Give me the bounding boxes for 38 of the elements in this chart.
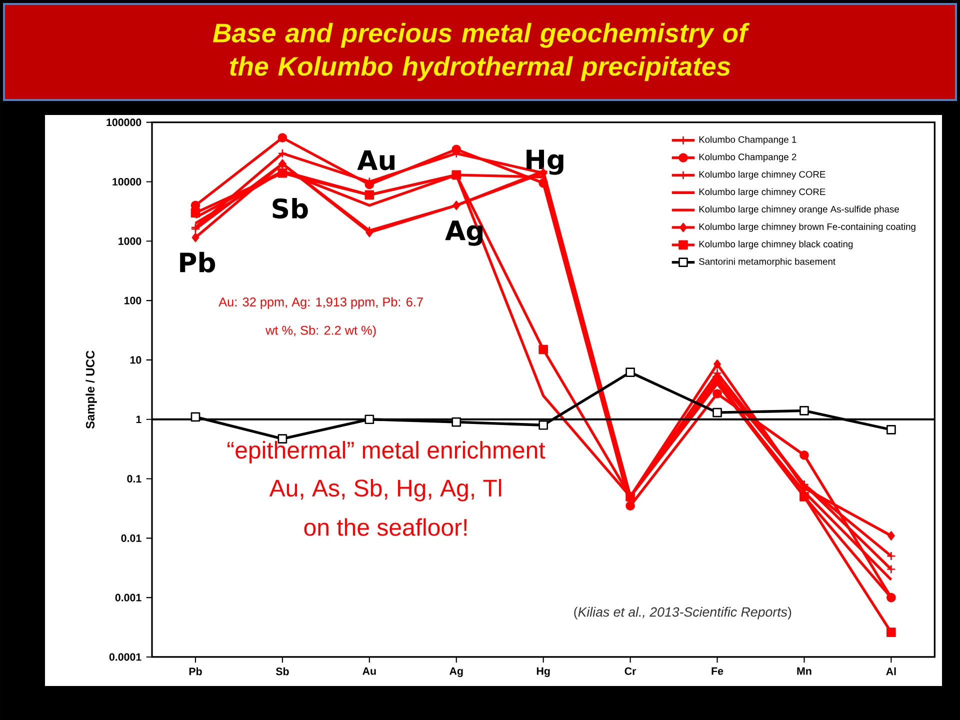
x-tick-label: Pb (189, 667, 202, 676)
x-tick-label: Fe (712, 667, 724, 675)
legend-label: Santorini metamorphic basement (699, 258, 836, 267)
legend-label: Kolumbo large chimney orange As-sulfide phase (699, 206, 899, 214)
annotation: Au (357, 150, 394, 170)
annotation: Pb (180, 252, 216, 273)
x-tick-label: Hg (536, 667, 550, 677)
y-tick-label: 1 (136, 416, 142, 424)
y-tick-label: 0.1 (127, 474, 142, 483)
y-tick-label: 1000 (118, 237, 142, 245)
annotation: “epithermal” metal enrichment (228, 441, 546, 464)
y-tick-label: 100 (124, 296, 142, 304)
annotation: (Kilias et al., 2013-Scientific Reports) (574, 606, 792, 620)
x-tick-label: Au (362, 667, 376, 675)
annotation: wt %, Sb: 2.2 wt %) (266, 325, 376, 338)
annotation: Au: 32 ppm, Ag: 1,913 ppm, Pb: 6.7 (218, 297, 423, 309)
y-tick-label: 0.0001 (109, 653, 142, 661)
y-axis-title: Sample / UCC (86, 350, 97, 429)
annotation: on the seafloor! (304, 518, 467, 536)
y-tick-label: 100000 (106, 118, 142, 126)
y-tick-label: 10000 (112, 178, 142, 186)
y-tick-label: 0.01 (121, 534, 142, 542)
legend-label: Kolumbo large chimney black coating (699, 240, 853, 250)
legend-label: Kolumbo large chimney brown Fe-containing coating (699, 223, 916, 232)
annotation: Sb (272, 198, 308, 219)
x-tick-label: Mn (797, 667, 812, 675)
x-tick-label: Al (886, 667, 896, 676)
legend-label: Kolumbo large chimney CORE (699, 170, 826, 180)
legend-label: Kolumbo large chimney CORE (699, 188, 826, 197)
legend-label: Kolumbo Champange 1 (699, 136, 796, 145)
x-tick-label: Sb (276, 667, 289, 676)
annotation: Au, As, Sb, Hg, Ag, Tl (269, 478, 502, 502)
chart-title: Base and precious metal geochemistry of the Kolumbo hydrothermal precipitates (212, 22, 750, 82)
y-tick-label: 0.001 (115, 594, 142, 602)
x-tick-label: Ag (450, 667, 463, 677)
legend-label: Kolumbo Champange 2 (699, 153, 796, 162)
x-tick-label: Cr (624, 667, 636, 675)
y-tick-label: 10 (130, 356, 142, 364)
